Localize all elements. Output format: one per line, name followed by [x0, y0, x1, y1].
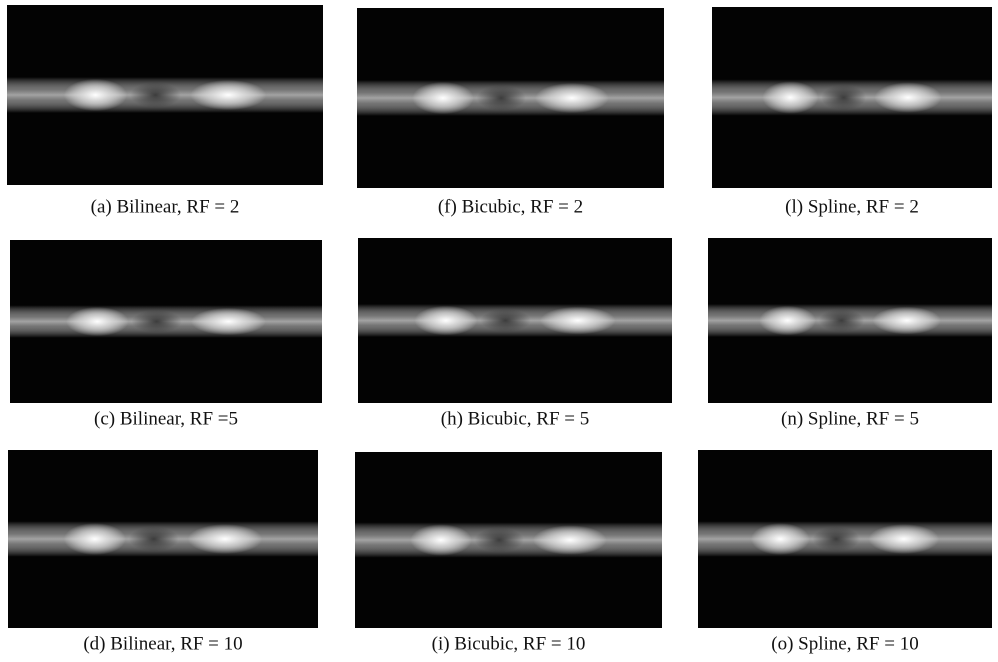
caption: (c) Bilinear, RF =5	[94, 408, 238, 429]
image-panel: (a) Bilinear, RF = 2	[7, 5, 323, 217]
speckle-region	[480, 308, 531, 333]
image-panel: (f) Bicubic, RF = 2	[357, 8, 664, 217]
caption: (i) Bicubic, RF = 10	[432, 633, 586, 654]
bright-spot	[540, 306, 616, 335]
bright-spot	[868, 524, 940, 554]
image-panel: (d) Bilinear, RF = 10	[8, 450, 318, 654]
speckle-region	[128, 526, 179, 552]
bright-spot	[63, 522, 126, 556]
speckle-region	[476, 85, 526, 111]
image-panel: (i) Bicubic, RF = 10	[355, 452, 662, 654]
image-panel: (c) Bilinear, RF =5	[10, 240, 322, 429]
caption: (o) Spline, RF = 10	[771, 633, 918, 654]
bright-spot	[410, 524, 472, 556]
bright-spot	[190, 79, 267, 111]
bright-spot	[187, 524, 263, 554]
bright-spot	[535, 82, 609, 114]
image-panel: (o) Spline, RF = 10	[698, 450, 992, 654]
bright-spot	[66, 306, 129, 337]
caption: (l) Spline, RF = 2	[785, 196, 919, 217]
caption: (h) Bicubic, RF = 5	[441, 408, 589, 429]
speckle-region	[130, 82, 181, 108]
speckle-region	[812, 526, 860, 552]
bright-spot	[412, 81, 474, 115]
bright-spot	[872, 306, 941, 335]
bright-spot	[750, 522, 810, 556]
bright-spot	[759, 305, 816, 336]
bright-spot	[533, 525, 607, 555]
speckle-region	[131, 310, 182, 333]
speckle-region	[821, 84, 866, 111]
caption: (a) Bilinear, RF = 2	[91, 196, 240, 217]
speckle-region	[818, 308, 865, 333]
image-panel: (h) Bicubic, RF = 5	[358, 238, 672, 429]
caption: (f) Bicubic, RF = 2	[438, 196, 583, 217]
image-panel: (n) Spline, RF = 5	[708, 238, 992, 429]
bright-spot	[874, 82, 942, 113]
bright-spot	[762, 81, 819, 114]
bright-spot	[63, 78, 128, 112]
image-panel: (l) Spline, RF = 2	[712, 7, 992, 217]
caption: (d) Bilinear, RF = 10	[83, 633, 242, 654]
speckle-region	[474, 527, 524, 553]
bright-spot	[190, 307, 266, 336]
bright-spot	[414, 305, 478, 336]
caption: (n) Spline, RF = 5	[781, 408, 919, 429]
